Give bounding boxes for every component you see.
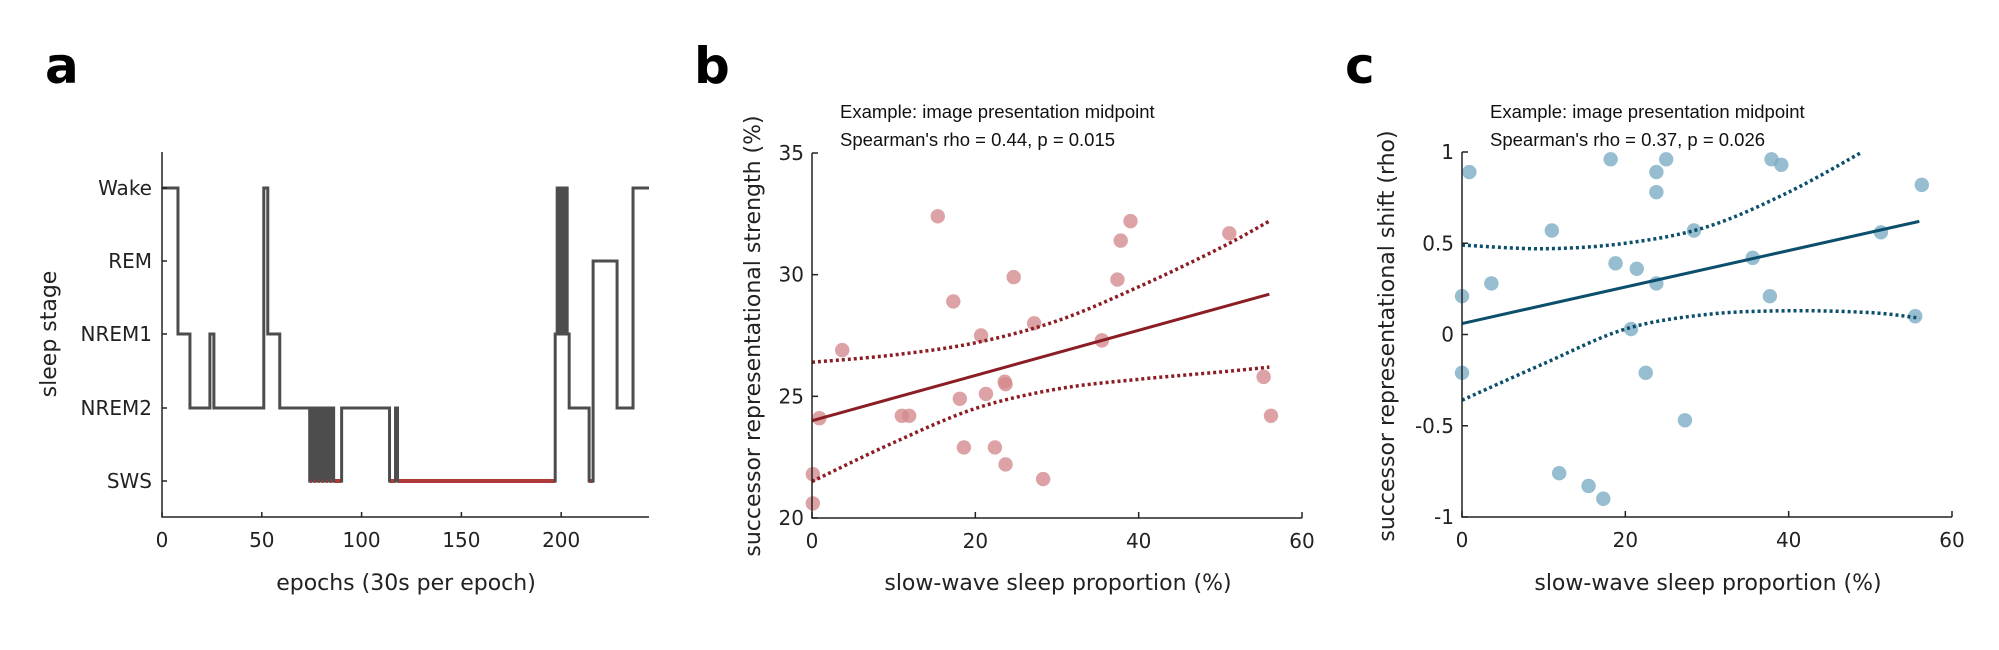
data-point bbox=[901, 408, 917, 423]
data-point bbox=[946, 294, 961, 309]
axis-lines bbox=[1461, 152, 1952, 518]
axis-lines bbox=[161, 152, 649, 518]
data-point bbox=[1110, 272, 1125, 287]
data-point bbox=[1462, 164, 1477, 180]
x-tick-label: 40 bbox=[1776, 528, 1801, 552]
data-point bbox=[1222, 226, 1237, 241]
data-point bbox=[1256, 369, 1271, 385]
ci-upper-line bbox=[811, 219, 1271, 365]
y-tick-label: NREM2 bbox=[81, 396, 152, 420]
y-tick-label: 1 bbox=[1441, 140, 1454, 164]
axis-lines bbox=[811, 153, 1302, 519]
y-tick-label: SWS bbox=[107, 469, 152, 493]
annotation-line-1: Example: image presentation midpoint bbox=[840, 101, 1155, 122]
x-tick-label: 60 bbox=[1289, 529, 1314, 553]
data-point bbox=[1581, 478, 1596, 494]
data-point bbox=[998, 376, 1013, 392]
scatter-axes: 0 20 40 60 -1 -0.5 0 0.5 1 bbox=[1415, 140, 1965, 552]
hypnogram-panel: 0 50 100 150 200 SWS NREM2 NREM1 REM Wake epochs … bbox=[37, 152, 649, 596]
data-point bbox=[978, 386, 994, 402]
x-tick-label: 100 bbox=[342, 528, 380, 552]
panel-label-b: b bbox=[694, 37, 730, 95]
x-tick-label: 0 bbox=[156, 528, 169, 552]
data-point bbox=[952, 391, 968, 406]
x-tick-label: 20 bbox=[1613, 528, 1638, 552]
hypnogram-line bbox=[162, 186, 649, 483]
y-tick-label: 25 bbox=[779, 384, 804, 408]
y-tick-label: 30 bbox=[779, 263, 804, 287]
regression-line bbox=[811, 292, 1270, 423]
x-tick-label: 0 bbox=[806, 529, 819, 553]
y-tick-label: -1 bbox=[1434, 505, 1454, 529]
x-tick-label: 20 bbox=[963, 529, 988, 553]
panel-label-a: a bbox=[45, 37, 79, 95]
scatter-plot-area bbox=[805, 209, 1279, 511]
x-tick-label: 150 bbox=[442, 528, 480, 552]
data-point bbox=[1035, 471, 1051, 487]
data-point bbox=[1544, 223, 1560, 238]
data-point bbox=[1113, 233, 1128, 248]
y-tick-label: 20 bbox=[779, 506, 804, 530]
annotation-line-2: Spearman's rho = 0.37, p = 0.026 bbox=[1490, 129, 1765, 150]
data-point bbox=[1914, 177, 1929, 193]
ci-upper-line bbox=[1461, 150, 1864, 251]
data-point bbox=[1603, 152, 1618, 167]
hypnogram-plot-area bbox=[162, 186, 649, 483]
data-point bbox=[1608, 256, 1623, 271]
y-tick-label: NREM1 bbox=[81, 322, 152, 346]
ci-lower-line bbox=[1461, 308, 1920, 402]
data-point bbox=[805, 467, 821, 482]
x-tick-label: 50 bbox=[249, 528, 274, 552]
x-tick-label: 0 bbox=[1456, 528, 1469, 552]
data-point bbox=[1551, 466, 1567, 481]
hypnogram-axes: 0 50 100 150 200 SWS NREM2 NREM1 REM Wake bbox=[81, 152, 649, 552]
data-point bbox=[1263, 408, 1279, 423]
data-point bbox=[1649, 184, 1664, 200]
data-point bbox=[998, 457, 1013, 472]
y-tick-label: Wake bbox=[98, 176, 152, 200]
data-point bbox=[1774, 157, 1789, 172]
data-point bbox=[1006, 269, 1021, 285]
panel-label-c: c bbox=[1345, 37, 1375, 95]
data-point bbox=[930, 209, 945, 224]
y-tick-label: 35 bbox=[779, 141, 804, 165]
data-point bbox=[1677, 413, 1693, 428]
data-point bbox=[805, 496, 821, 511]
x-tick-label: 200 bbox=[542, 528, 580, 552]
data-point bbox=[1484, 276, 1499, 291]
x-axis-label: slow-wave sleep proportion (%) bbox=[1534, 571, 1881, 596]
annotation-line-2: Spearman's rho = 0.44, p = 0.015 bbox=[840, 129, 1115, 150]
data-point bbox=[987, 440, 1003, 455]
data-point bbox=[1649, 164, 1664, 180]
data-point bbox=[1123, 213, 1138, 229]
y-tick-label: REM bbox=[108, 249, 152, 273]
x-tick-label: 40 bbox=[1126, 529, 1151, 553]
x-tick-label: 60 bbox=[1939, 528, 1964, 552]
data-point bbox=[1629, 261, 1644, 276]
scatter-panel-shift: 0 20 40 60 -1 -0.5 0 0.5 1 Example: image presen… bbox=[1375, 101, 1965, 596]
y-tick-label: 0.5 bbox=[1422, 231, 1454, 255]
data-point bbox=[1596, 491, 1611, 506]
y-axis-label: successor representational shift (rho) bbox=[1375, 130, 1400, 541]
x-axis-label: epochs (30s per epoch) bbox=[276, 571, 536, 596]
scatter-plot-area bbox=[1454, 150, 1929, 506]
x-axis-label: slow-wave sleep proportion (%) bbox=[884, 571, 1231, 596]
y-axis-label: sleep stage bbox=[37, 271, 62, 398]
data-point bbox=[835, 342, 850, 358]
data-point bbox=[1638, 365, 1653, 381]
regression-line bbox=[1461, 219, 1920, 326]
y-axis-label: successor representational strength (%) bbox=[741, 115, 766, 556]
data-point bbox=[1658, 152, 1674, 167]
data-point bbox=[956, 440, 972, 455]
ci-lower-line bbox=[811, 365, 1270, 484]
data-point bbox=[1686, 223, 1702, 238]
data-point bbox=[1762, 288, 1778, 304]
y-tick-label: -0.5 bbox=[1415, 414, 1454, 438]
annotation-line-1: Example: image presentation midpoint bbox=[1490, 101, 1805, 122]
data-point bbox=[1623, 321, 1639, 337]
y-tick-label: 0 bbox=[1441, 323, 1454, 347]
